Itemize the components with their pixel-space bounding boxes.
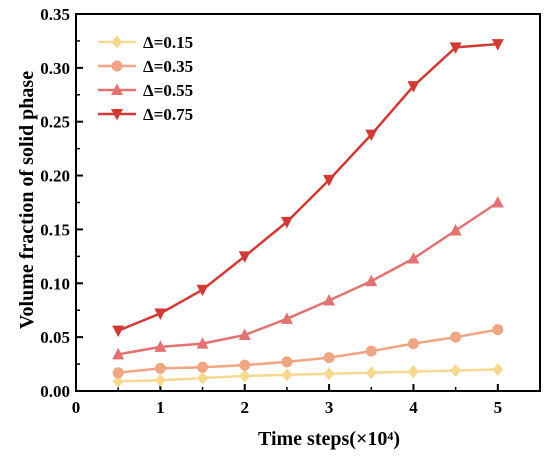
data-point [449,42,462,54]
data-point [239,359,251,371]
data-point [407,338,419,350]
data-point [323,352,335,364]
series-4 [112,39,504,338]
data-point [280,312,293,324]
data-point [407,365,419,379]
data-point [492,362,504,376]
data-point [197,371,209,385]
legend-marker [111,35,123,49]
series-1 [112,362,504,388]
series-group [112,39,504,388]
legend-item-1: Δ=0.15 [98,33,193,52]
data-point [154,362,166,374]
legend: Δ=0.15 Δ=0.35 Δ=0.55 Δ=0.75 [98,33,193,124]
y-tick-label: 0.05 [40,328,70,347]
y-tick-label: 0.20 [40,167,70,186]
data-point [491,39,504,51]
data-point [112,347,125,360]
data-point [238,328,251,340]
data-point [154,340,167,352]
x-tick-label: 5 [494,398,503,417]
y-tick-label: 0.15 [40,220,70,239]
data-point [112,374,124,388]
data-point [280,216,293,229]
x-tick-label: 0 [72,398,81,417]
data-point [154,373,166,387]
y-tick-label: 0.10 [40,274,70,293]
data-point [407,81,420,93]
legend-label: Δ=0.75 [143,105,193,124]
data-point [450,364,462,378]
data-point [112,367,124,379]
axes: 0 1 2 3 4 5 0.00 0.05 0.10 0.15 0.20 0.25 0.30 0.35 [40,5,541,417]
x-tick-label: 1 [156,398,165,417]
data-point [323,294,336,306]
data-point [281,356,293,368]
y-axis-title: Volume fraction of solid phase [16,71,38,329]
data-point [323,367,335,381]
data-point [196,284,209,297]
x-tick-label: 3 [325,398,334,417]
data-point [112,325,125,338]
data-point [491,196,504,208]
data-point [365,129,378,142]
x-tick-label: 2 [240,398,249,417]
series-line [118,368,498,383]
y-tick-label: 0.30 [40,59,70,78]
data-point [492,324,504,336]
data-point [239,369,251,383]
legend-marker [111,109,123,121]
x-axis-title: Time steps(×10⁴) [258,428,400,450]
data-point [365,345,377,357]
series-line [117,201,499,356]
legend-item-3: Δ=0.55 [98,81,193,100]
legend-label: Δ=0.55 [143,81,193,100]
series-line [118,328,499,374]
y-tick-label: 0.00 [40,382,70,401]
legend-item-2: Δ=0.35 [98,57,193,76]
legend-label: Δ=0.35 [143,57,193,76]
data-point [450,331,462,343]
data-point [323,174,336,187]
data-point [197,361,209,373]
legend-label: Δ=0.15 [143,33,193,52]
data-point [365,366,377,380]
data-point [281,368,293,382]
legend-marker [111,60,123,72]
series-2 [112,324,504,379]
x-tick-label: 4 [409,398,418,417]
legend-item-4: Δ=0.75 [98,105,193,124]
data-point [238,251,251,263]
series-line [117,42,498,332]
data-point [407,252,420,264]
data-point [449,224,462,236]
y-tick-label: 0.35 [40,5,70,24]
series-3 [112,196,504,360]
legend-marker [111,83,123,95]
data-point [196,337,209,349]
data-point [154,308,167,320]
y-tick-label: 0.25 [40,113,70,132]
data-point [365,274,378,287]
